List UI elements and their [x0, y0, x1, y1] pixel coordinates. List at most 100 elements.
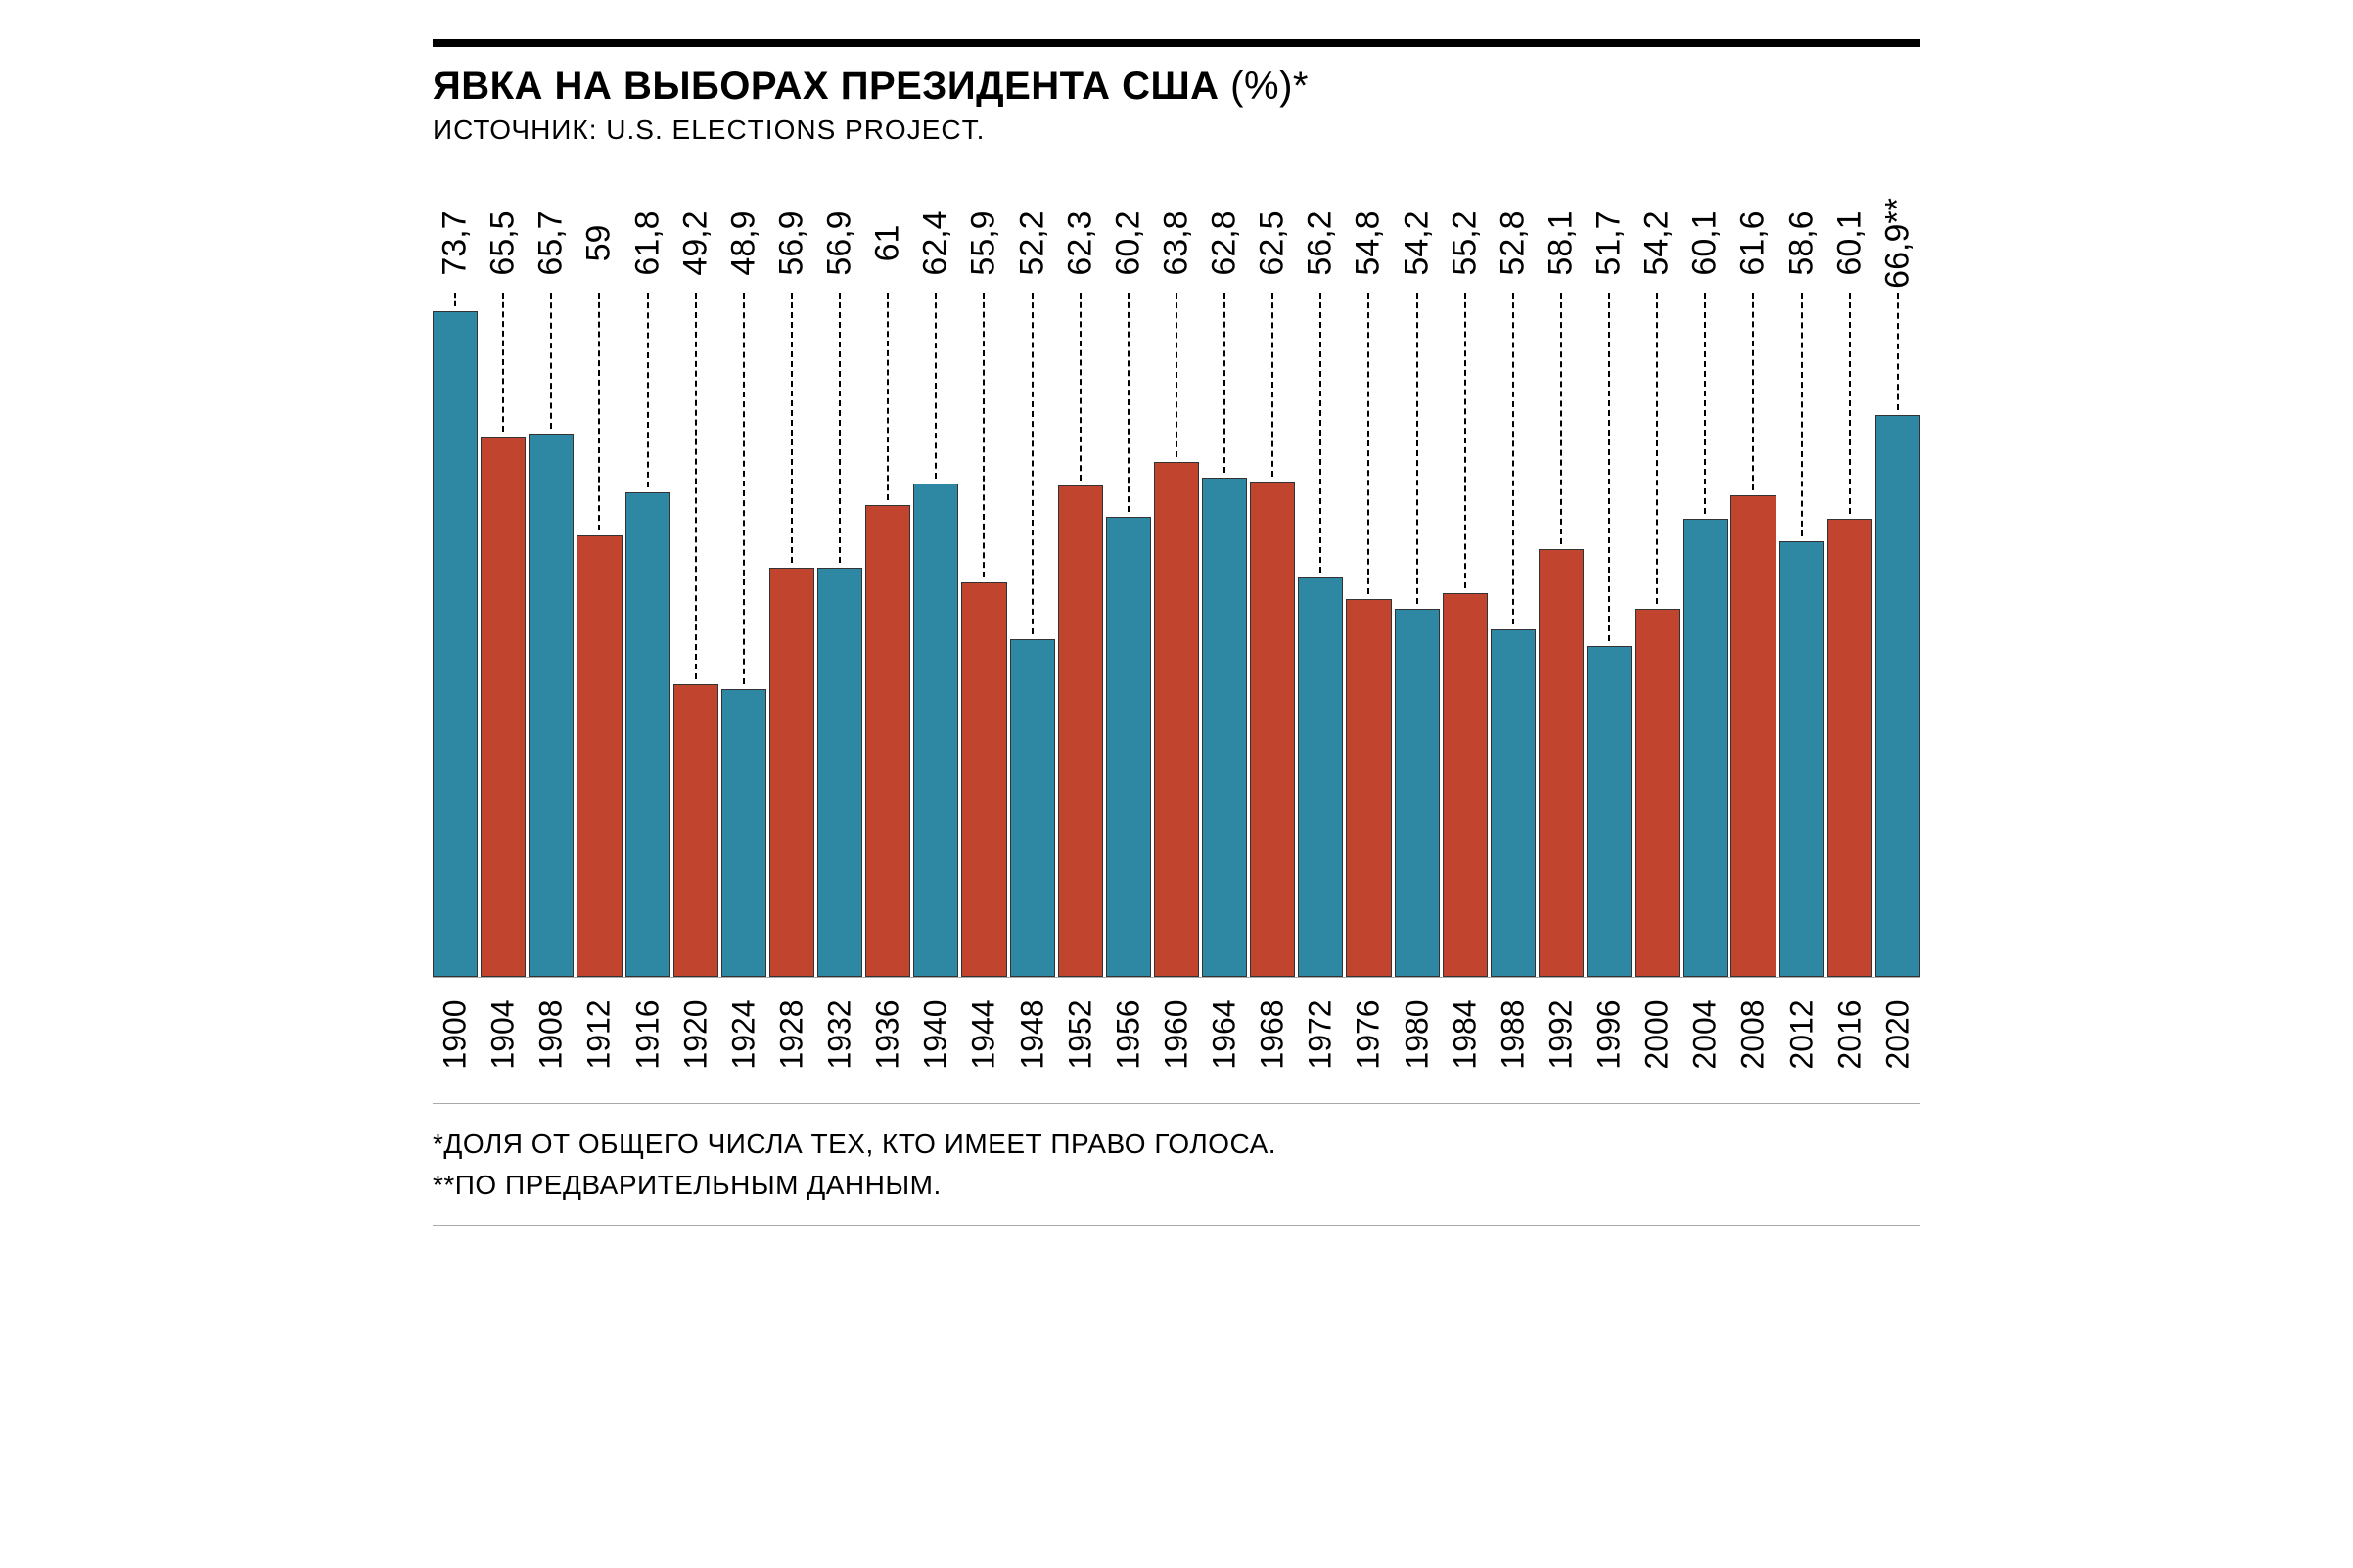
x-axis-year: 1960: [1158, 999, 1194, 1069]
bar: [1683, 519, 1728, 977]
connector-line: [1416, 293, 1418, 604]
bar: [1539, 549, 1584, 977]
value-label: 58,6: [1782, 210, 1821, 275]
x-axis-year: 1996: [1592, 999, 1628, 1069]
bar: [721, 689, 766, 977]
connector-line: [1656, 293, 1658, 604]
value-label: 54,8: [1350, 210, 1388, 275]
connector-line: [695, 293, 697, 679]
bar-wrapper: 54,8: [1346, 175, 1391, 977]
connector-line: [1223, 293, 1225, 473]
value-label: 66,9**: [1878, 198, 1916, 289]
bar: [1395, 609, 1440, 977]
footnotes: *ДОЛЯ ОТ ОБЩЕГО ЧИСЛА ТЕХ, КТО ИМЕЕТ ПРА…: [433, 1124, 1920, 1226]
x-axis-label: 1952: [1058, 986, 1103, 1084]
chart-container: ЯВКА НА ВЫБОРАХ ПРЕЗИДЕНТА США (%)* ИСТО…: [433, 39, 1920, 1226]
connector-line: [1464, 293, 1466, 588]
bar: [1779, 541, 1824, 977]
bar: [1106, 517, 1151, 977]
bar-wrapper: 48,9: [721, 175, 766, 977]
x-axis-label: 1916: [625, 986, 670, 1084]
x-axis-year: 1940: [918, 999, 954, 1069]
connector-line: [454, 293, 456, 306]
x-axis-year: 1912: [581, 999, 618, 1069]
bar: [1058, 485, 1103, 977]
x-axis-year: 1920: [677, 999, 714, 1069]
bar-wrapper: 55,9: [961, 175, 1006, 977]
x-axis-label: 1988: [1491, 986, 1536, 1084]
value-label: 48,9: [724, 210, 762, 275]
bar-wrapper: 60,2: [1106, 175, 1151, 977]
connector-line: [839, 293, 841, 563]
x-axis-year: 1976: [1351, 999, 1387, 1069]
bar: [1298, 577, 1343, 977]
bar: [913, 484, 958, 977]
x-axis-label: 2012: [1779, 986, 1824, 1084]
bar: [625, 492, 670, 977]
value-label: 61: [869, 225, 907, 262]
footnote-1: *ДОЛЯ ОТ ОБЩЕГО ЧИСЛА ТЕХ, КТО ИМЕЕТ ПРА…: [433, 1124, 1920, 1165]
value-label: 52,2: [1013, 210, 1051, 275]
value-label: 54,2: [1638, 210, 1677, 275]
value-label: 65,5: [484, 210, 523, 275]
bar: [577, 535, 622, 977]
bar-wrapper: 65,7: [529, 175, 574, 977]
bar: [1250, 482, 1295, 977]
bar: [1827, 519, 1872, 977]
x-axis-label: 1904: [481, 986, 526, 1084]
value-label: 51,7: [1591, 210, 1629, 275]
x-axis-label: 2008: [1730, 986, 1776, 1084]
value-label: 55,9: [965, 210, 1003, 275]
connector-line: [1560, 293, 1562, 544]
bar-wrapper: 65,5: [481, 175, 526, 977]
value-label: 59: [580, 225, 619, 262]
footnote-2: **ПО ПРЕДВАРИТЕЛЬНЫМ ДАННЫМ.: [433, 1165, 1920, 1206]
x-axis-year: 1928: [773, 999, 809, 1069]
x-axis-year: 1948: [1014, 999, 1050, 1069]
x-axis-label: 1928: [769, 986, 814, 1084]
x-axis-labels: 1900 1904 1908 1912 1916 192019241928 19321936…: [433, 986, 1920, 1104]
x-axis-label: 1984: [1443, 986, 1488, 1084]
bar-wrapper: 61,6: [1730, 175, 1776, 977]
value-label: 62,5: [1254, 210, 1292, 275]
x-axis-year: 1916: [629, 999, 666, 1069]
bar-wrapper: 60,1: [1683, 175, 1728, 977]
connector-line: [1367, 293, 1369, 594]
connector-line: [1608, 293, 1610, 641]
connector-line: [1752, 293, 1754, 490]
x-axis-year: 1904: [485, 999, 522, 1069]
connector-line: [598, 293, 600, 530]
top-rule: [433, 39, 1920, 47]
x-axis-label: 1920: [673, 986, 718, 1084]
x-axis-label: 1936: [865, 986, 910, 1084]
x-axis-year: 1900: [438, 999, 474, 1069]
x-axis-label: 1944: [961, 986, 1006, 1084]
value-label: 56,9: [821, 210, 859, 275]
x-axis-year: 1956: [1110, 999, 1146, 1069]
connector-line: [1512, 293, 1514, 624]
x-axis-label: 1932: [817, 986, 862, 1084]
x-axis-label: 1972: [1298, 986, 1343, 1084]
bar: [673, 684, 718, 977]
bar-wrapper: 59: [577, 175, 622, 977]
connector-line: [983, 293, 985, 577]
x-axis-year: 2008: [1735, 999, 1772, 1069]
title-suffix: (%)*: [1220, 65, 1309, 108]
value-label: 62,4: [917, 210, 955, 275]
x-axis-label: 1956: [1106, 986, 1151, 1084]
x-axis-year: 1984: [1447, 999, 1483, 1069]
value-label: 54,2: [1398, 210, 1436, 275]
bar-wrapper: 60,1: [1827, 175, 1872, 977]
bar-wrapper: 62,3: [1058, 175, 1103, 977]
connector-line: [1271, 293, 1273, 477]
x-axis-label: 1924: [721, 986, 766, 1084]
x-axis-year: 2012: [1783, 999, 1820, 1069]
bar-wrapper: 58,1: [1539, 175, 1584, 977]
x-axis-year: 1968: [1255, 999, 1291, 1069]
x-axis-year: 1932: [822, 999, 858, 1069]
value-label: 55,2: [1446, 210, 1484, 275]
x-axis-year: 1908: [533, 999, 570, 1069]
bar-wrapper: 62,5: [1250, 175, 1295, 977]
bar-wrapper: 58,6: [1779, 175, 1824, 977]
x-axis-year: 2016: [1831, 999, 1868, 1069]
